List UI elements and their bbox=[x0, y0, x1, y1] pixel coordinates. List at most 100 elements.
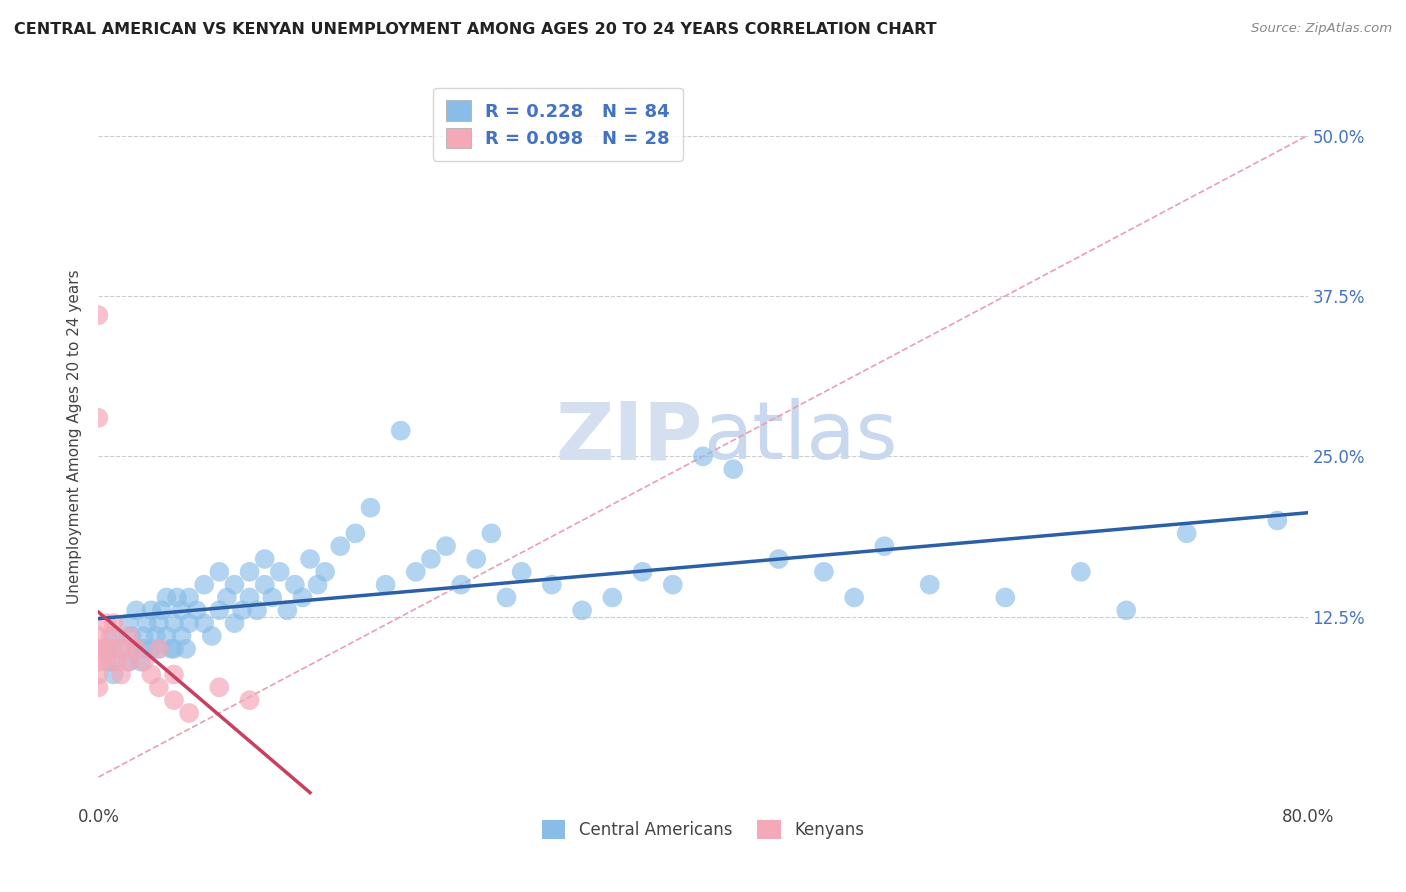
Point bbox=[87, 308, 110, 322]
Point bbox=[118, 655, 141, 669]
Point bbox=[768, 552, 790, 566]
Point bbox=[100, 629, 122, 643]
Point bbox=[114, 641, 136, 656]
Point bbox=[262, 591, 284, 605]
Point bbox=[844, 591, 866, 605]
Point bbox=[692, 450, 714, 464]
Point bbox=[87, 410, 110, 425]
Point bbox=[246, 603, 269, 617]
Point bbox=[224, 577, 246, 591]
Point bbox=[405, 565, 427, 579]
Point bbox=[148, 681, 170, 695]
Point bbox=[631, 565, 654, 579]
Point bbox=[1070, 565, 1092, 579]
Point bbox=[253, 577, 276, 591]
Point bbox=[87, 629, 110, 643]
Point bbox=[166, 591, 188, 605]
Point bbox=[129, 655, 152, 669]
Point bbox=[450, 577, 472, 591]
Point bbox=[163, 641, 186, 656]
Point bbox=[1115, 603, 1137, 617]
Point bbox=[813, 565, 835, 579]
Point bbox=[420, 552, 443, 566]
Point bbox=[163, 616, 186, 631]
Point bbox=[215, 591, 238, 605]
Point bbox=[148, 641, 170, 656]
Point bbox=[201, 629, 224, 643]
Point bbox=[103, 641, 125, 656]
Point bbox=[150, 603, 173, 617]
Point bbox=[307, 577, 329, 591]
Point bbox=[723, 462, 745, 476]
Point bbox=[465, 552, 488, 566]
Text: CENTRAL AMERICAN VS KENYAN UNEMPLOYMENT AMONG AGES 20 TO 24 YEARS CORRELATION CH: CENTRAL AMERICAN VS KENYAN UNEMPLOYMENT … bbox=[14, 22, 936, 37]
Point bbox=[125, 641, 148, 656]
Point bbox=[155, 629, 177, 643]
Point bbox=[1175, 526, 1198, 541]
Legend: Central Americans, Kenyans: Central Americans, Kenyans bbox=[536, 814, 870, 846]
Point bbox=[389, 424, 412, 438]
Point bbox=[276, 603, 298, 617]
Point bbox=[105, 655, 128, 669]
Point bbox=[253, 552, 276, 566]
Point bbox=[118, 629, 141, 643]
Point bbox=[193, 616, 215, 631]
Point bbox=[495, 591, 517, 605]
Point bbox=[510, 565, 533, 579]
Point bbox=[103, 629, 125, 643]
Point bbox=[103, 616, 125, 631]
Point bbox=[239, 591, 262, 605]
Point bbox=[1267, 514, 1289, 528]
Point bbox=[100, 655, 122, 669]
Point bbox=[179, 616, 201, 631]
Point bbox=[208, 681, 231, 695]
Point bbox=[155, 591, 177, 605]
Point bbox=[87, 655, 110, 669]
Point bbox=[121, 629, 143, 643]
Point bbox=[481, 526, 503, 541]
Point bbox=[125, 603, 148, 617]
Point bbox=[231, 603, 253, 617]
Point bbox=[110, 641, 132, 656]
Point bbox=[118, 616, 141, 631]
Point bbox=[208, 565, 231, 579]
Point bbox=[873, 539, 896, 553]
Point bbox=[163, 693, 186, 707]
Point bbox=[284, 577, 307, 591]
Point bbox=[94, 655, 117, 669]
Point bbox=[434, 539, 457, 553]
Point bbox=[661, 577, 683, 591]
Point bbox=[103, 667, 125, 681]
Point bbox=[141, 603, 163, 617]
Point bbox=[132, 655, 155, 669]
Point bbox=[148, 641, 170, 656]
Point bbox=[94, 641, 117, 656]
Point bbox=[170, 603, 193, 617]
Point bbox=[291, 591, 314, 605]
Point bbox=[87, 667, 110, 681]
Point bbox=[918, 577, 941, 591]
Point bbox=[269, 565, 291, 579]
Point bbox=[170, 629, 193, 643]
Point bbox=[94, 641, 117, 656]
Point bbox=[571, 603, 593, 617]
Point bbox=[299, 552, 322, 566]
Point bbox=[994, 591, 1017, 605]
Point bbox=[148, 616, 170, 631]
Point bbox=[193, 577, 215, 591]
Point bbox=[135, 616, 157, 631]
Point bbox=[132, 641, 155, 656]
Point bbox=[87, 641, 110, 656]
Point bbox=[314, 565, 336, 579]
Point bbox=[239, 565, 262, 579]
Point bbox=[179, 591, 201, 605]
Point bbox=[374, 577, 396, 591]
Y-axis label: Unemployment Among Ages 20 to 24 years: Unemployment Among Ages 20 to 24 years bbox=[67, 269, 83, 605]
Point bbox=[329, 539, 352, 553]
Point bbox=[540, 577, 562, 591]
Point bbox=[360, 500, 382, 515]
Point bbox=[132, 629, 155, 643]
Point bbox=[186, 603, 208, 617]
Point bbox=[125, 641, 148, 656]
Point bbox=[224, 616, 246, 631]
